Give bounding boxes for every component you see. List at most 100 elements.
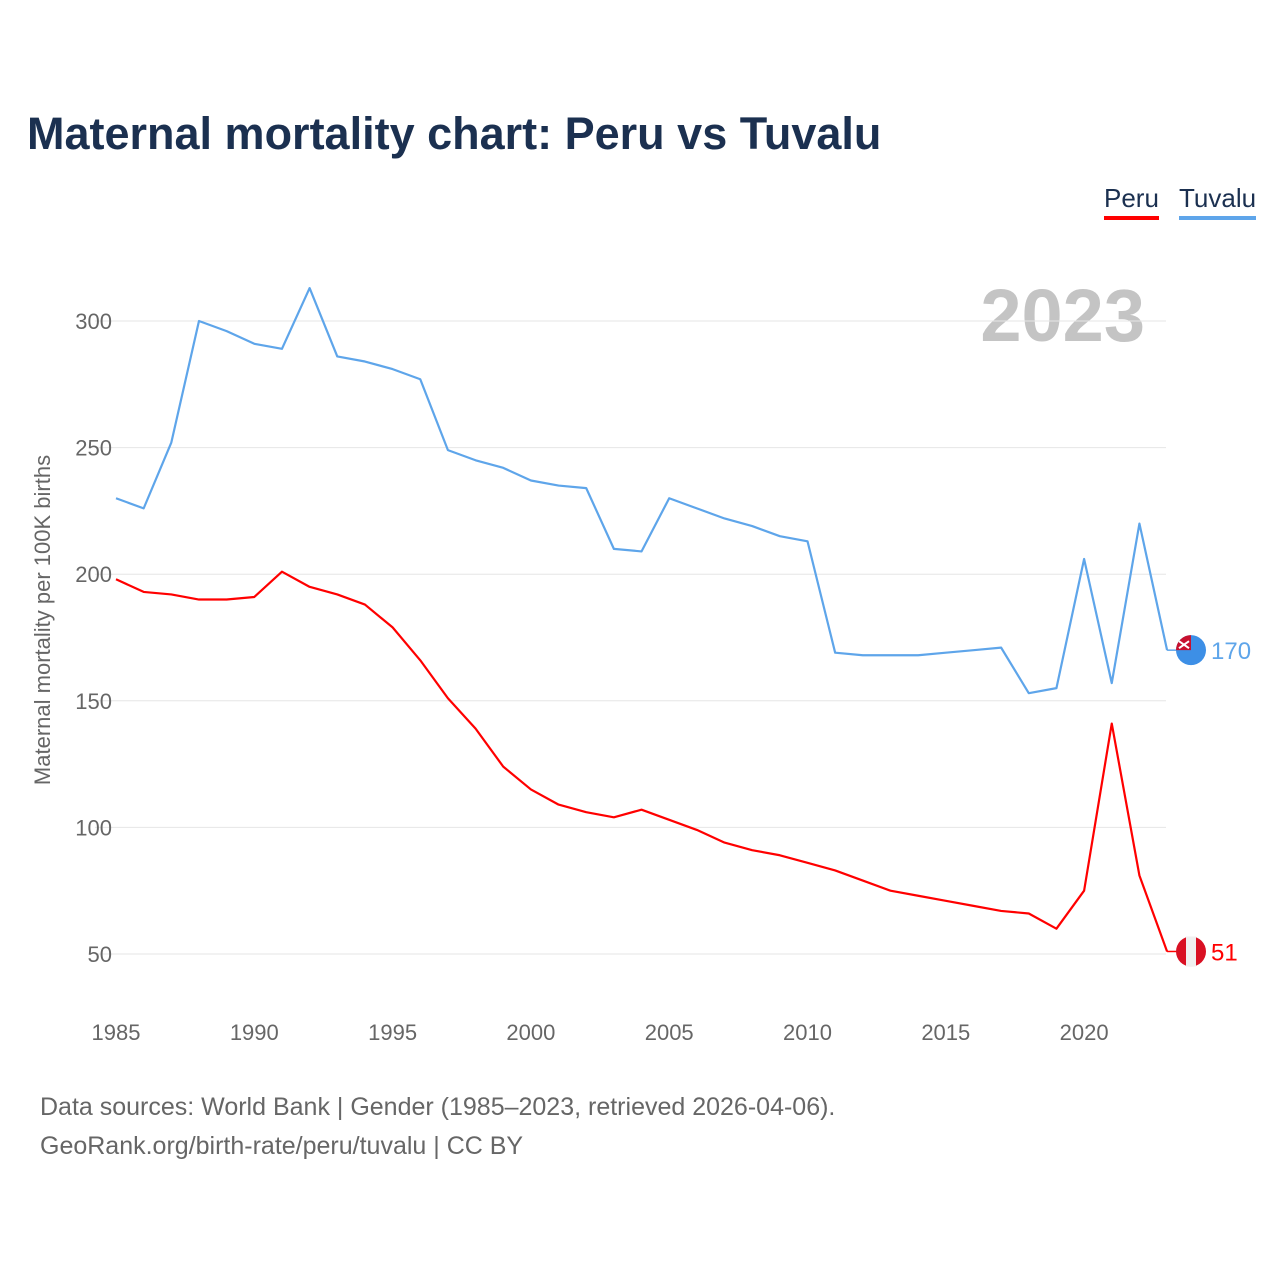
data-point-peru bbox=[749, 847, 755, 853]
data-point-tuvalu bbox=[390, 366, 396, 372]
data-point-tuvalu bbox=[777, 533, 783, 539]
data-point-tuvalu bbox=[279, 346, 285, 352]
data-point-peru bbox=[141, 589, 147, 595]
x-tick-label: 2020 bbox=[1060, 1020, 1109, 1045]
data-point-tuvalu bbox=[362, 359, 368, 365]
data-point-peru bbox=[1026, 910, 1032, 916]
data-point-tuvalu bbox=[722, 515, 728, 521]
data-point-peru bbox=[1053, 926, 1059, 932]
end-value-label-peru: 51 bbox=[1211, 939, 1238, 966]
data-point-tuvalu bbox=[1026, 690, 1032, 696]
data-point-tuvalu bbox=[196, 318, 202, 324]
data-point-tuvalu bbox=[445, 447, 451, 453]
data-point-tuvalu bbox=[251, 341, 257, 347]
data-point-peru bbox=[639, 807, 645, 813]
data-point-peru bbox=[832, 867, 838, 873]
chart-title: Maternal mortality chart: Peru vs Tuvalu bbox=[27, 108, 882, 159]
data-point-tuvalu bbox=[417, 376, 423, 382]
data-point-tuvalu bbox=[915, 652, 921, 658]
data-point-tuvalu bbox=[500, 465, 506, 471]
x-tick-label: 1990 bbox=[230, 1020, 279, 1045]
y-tick-label: 300 bbox=[75, 309, 112, 334]
data-point-tuvalu bbox=[473, 457, 479, 463]
data-point-peru bbox=[362, 602, 368, 608]
data-point-tuvalu bbox=[639, 548, 645, 554]
data-point-peru bbox=[528, 786, 534, 792]
data-point-tuvalu bbox=[832, 650, 838, 656]
data-point-tuvalu bbox=[1053, 685, 1059, 691]
data-point-peru bbox=[777, 852, 783, 858]
legend-peru[interactable]: Peru bbox=[1104, 183, 1159, 220]
data-point-peru bbox=[168, 591, 174, 597]
data-point-peru bbox=[970, 903, 976, 909]
legend-tuvalu[interactable]: Tuvalu bbox=[1179, 183, 1257, 220]
data-point-peru bbox=[279, 569, 285, 575]
data-point-peru bbox=[915, 893, 921, 899]
data-point-tuvalu bbox=[1109, 680, 1115, 686]
y-tick-label: 50 bbox=[88, 942, 112, 967]
data-point-peru bbox=[334, 591, 340, 597]
data-point-peru bbox=[583, 809, 589, 815]
data-point-tuvalu bbox=[334, 353, 340, 359]
data-point-tuvalu bbox=[556, 483, 562, 489]
x-tick-label: 2000 bbox=[506, 1020, 555, 1045]
data-point-tuvalu bbox=[224, 328, 230, 334]
y-tick-label: 200 bbox=[75, 562, 112, 587]
source-line-2[interactable]: GeoRank.org/birth-rate/peru/tuvalu | CC … bbox=[40, 1132, 524, 1160]
tuvalu-flag-icon bbox=[1178, 640, 1190, 649]
peru-flag-icon bbox=[1186, 936, 1196, 967]
x-tick-label: 2005 bbox=[645, 1020, 694, 1045]
x-tick-label: 1995 bbox=[368, 1020, 417, 1045]
data-point-tuvalu bbox=[583, 485, 589, 491]
data-point-peru bbox=[694, 827, 700, 833]
data-point-peru bbox=[998, 908, 1004, 914]
data-point-tuvalu bbox=[694, 505, 700, 511]
data-point-peru bbox=[943, 898, 949, 904]
data-point-tuvalu bbox=[168, 440, 174, 446]
data-point-peru bbox=[887, 888, 893, 894]
data-point-peru bbox=[473, 726, 479, 732]
x-tick-label: 1985 bbox=[92, 1020, 141, 1045]
x-tick-label: 2015 bbox=[921, 1020, 970, 1045]
data-point-peru bbox=[666, 817, 672, 823]
data-point-peru bbox=[500, 764, 506, 770]
data-point-peru bbox=[860, 878, 866, 884]
y-tick-label: 150 bbox=[75, 689, 112, 714]
data-point-peru bbox=[556, 802, 562, 808]
end-value-label-tuvalu: 170 bbox=[1211, 638, 1251, 665]
data-point-tuvalu bbox=[943, 650, 949, 656]
source-note: Data sources: World Bank | Gender (1985–… bbox=[40, 1088, 835, 1166]
data-point-tuvalu bbox=[1136, 521, 1142, 527]
data-point-tuvalu bbox=[805, 538, 811, 544]
year-watermark: 2023 bbox=[980, 274, 1145, 357]
data-point-tuvalu bbox=[970, 647, 976, 653]
data-point-tuvalu bbox=[998, 645, 1004, 651]
data-point-peru bbox=[196, 597, 202, 603]
data-point-peru bbox=[251, 594, 257, 600]
data-point-tuvalu bbox=[141, 505, 147, 511]
data-point-peru bbox=[113, 576, 119, 582]
data-point-tuvalu bbox=[1081, 556, 1087, 562]
source-line-1: Data sources: World Bank | Gender (1985–… bbox=[40, 1093, 836, 1121]
data-point-peru bbox=[1109, 721, 1115, 727]
data-point-peru bbox=[1081, 888, 1087, 894]
x-tick-label: 2010 bbox=[783, 1020, 832, 1045]
data-point-tuvalu bbox=[528, 478, 534, 484]
data-point-tuvalu bbox=[887, 652, 893, 658]
data-point-peru bbox=[390, 624, 396, 630]
data-point-tuvalu bbox=[860, 652, 866, 658]
series-line-peru bbox=[115, 570, 1169, 952]
data-point-peru bbox=[445, 695, 451, 701]
data-point-tuvalu bbox=[611, 546, 617, 552]
data-point-peru bbox=[722, 840, 728, 846]
y-tick-label: 250 bbox=[75, 436, 112, 461]
data-point-tuvalu bbox=[307, 285, 313, 291]
data-point-peru bbox=[611, 814, 617, 820]
y-tick-label: 100 bbox=[75, 815, 112, 840]
data-point-peru bbox=[307, 584, 313, 590]
data-point-peru bbox=[1136, 873, 1142, 879]
data-point-tuvalu bbox=[749, 523, 755, 529]
data-point-peru bbox=[805, 860, 811, 866]
data-point-tuvalu bbox=[113, 495, 119, 501]
